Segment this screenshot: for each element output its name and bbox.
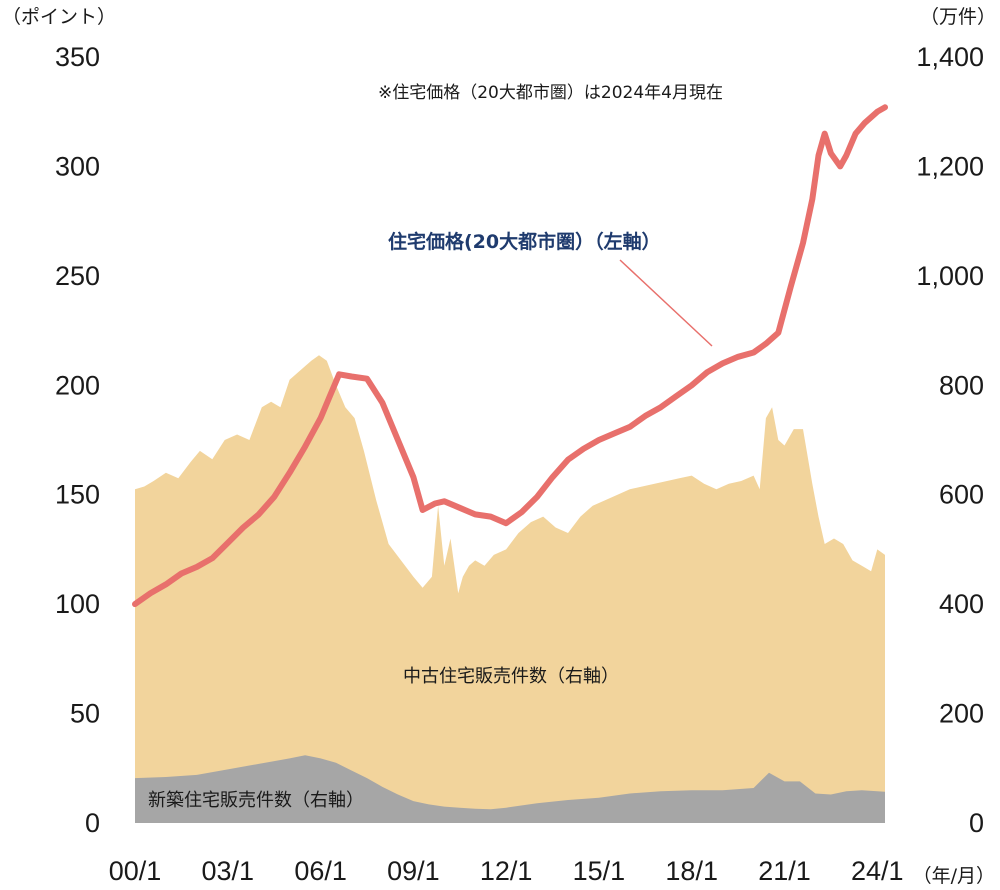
x-tick-label: 09/1 xyxy=(387,856,440,886)
right-tick-label: 0 xyxy=(969,808,984,838)
x-tick-label: 21/1 xyxy=(758,856,811,886)
x-axis: 00/1 03/1 06/1 09/1 12/1 15/1 18/1 21/1 24/1 xyxy=(109,856,904,886)
right-tick-label: 600 xyxy=(939,480,984,510)
left-tick-label: 350 xyxy=(55,42,100,72)
left-tick-label: 200 xyxy=(55,370,100,400)
right-tick-label: 200 xyxy=(939,699,984,729)
left-tick-label: 250 xyxy=(55,261,100,291)
left-tick-label: 300 xyxy=(55,151,100,181)
x-tick-label: 06/1 xyxy=(294,856,347,886)
new-series-label: 新築住宅販売件数（右軸） xyxy=(148,790,364,811)
x-axis-unit-label: （年/月） xyxy=(913,865,995,887)
right-tick-label: 1,000 xyxy=(916,261,984,291)
price-series-label: 住宅価格(20大都市圏）（左軸） xyxy=(388,230,661,253)
left-axis: 0 50 100 150 200 250 300 350 xyxy=(55,42,100,838)
plot-area xyxy=(132,104,888,823)
right-axis: 0 200 400 600 800 1,000 1,200 1,400 xyxy=(916,42,984,838)
x-tick-label: 03/1 xyxy=(202,856,255,886)
right-axis-unit-label: （万件） xyxy=(920,6,996,28)
left-tick-label: 50 xyxy=(70,699,100,729)
existing-series-label: 中古住宅販売件数（右軸） xyxy=(403,666,619,687)
new-sales-area xyxy=(135,755,885,823)
price-line xyxy=(132,104,888,608)
x-tick-label: 24/1 xyxy=(851,856,904,886)
x-tick-label: 12/1 xyxy=(480,856,533,886)
chart-note: ※住宅価格（20大都市圏）は2024年4月現在 xyxy=(378,83,723,103)
left-tick-label: 150 xyxy=(55,480,100,510)
right-tick-label: 800 xyxy=(939,370,984,400)
price-label-leader-line xyxy=(619,259,713,347)
x-tick-label: 15/1 xyxy=(573,856,626,886)
right-tick-label: 1,400 xyxy=(916,42,984,72)
right-tick-label: 1,200 xyxy=(916,151,984,181)
right-tick-label: 400 xyxy=(939,589,984,619)
left-tick-label: 0 xyxy=(85,808,100,838)
x-tick-label: 18/1 xyxy=(665,856,718,886)
left-axis-unit-label: （ポイント） xyxy=(2,6,116,28)
x-tick-label: 00/1 xyxy=(109,856,162,886)
existing-sales-area xyxy=(135,355,885,823)
left-tick-label: 100 xyxy=(55,589,100,619)
